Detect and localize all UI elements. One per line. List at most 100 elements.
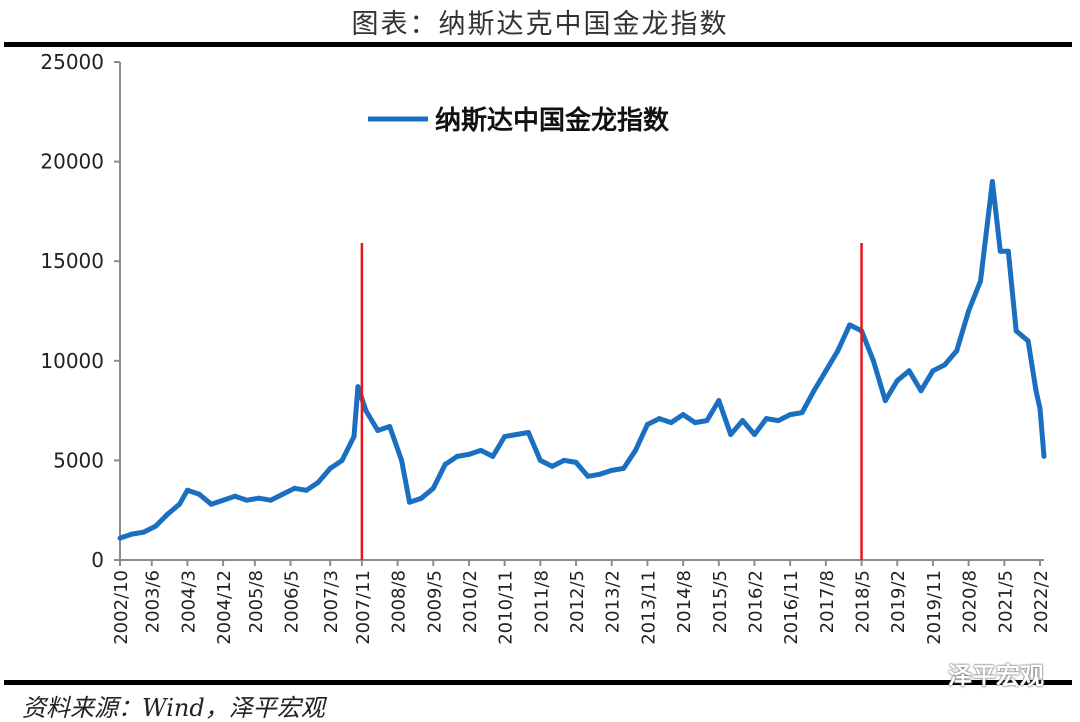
x-tick-label: 2004/3: [178, 570, 199, 633]
data-point: [1005, 248, 1011, 254]
x-tick-label: 2021/5: [995, 570, 1016, 633]
x-tick-label: 2014/8: [674, 570, 695, 633]
data-point: [633, 447, 639, 453]
y-tick-label: 10000: [40, 349, 104, 373]
data-point: [1037, 406, 1043, 412]
x-tick-label: 2017/8: [817, 570, 838, 633]
data-point: [502, 433, 508, 439]
data-point: [894, 378, 900, 384]
data-point: [129, 531, 135, 537]
data-point: [291, 485, 297, 491]
data-point: [1013, 328, 1019, 334]
x-tick-label: 2015/5: [710, 570, 731, 633]
data-point: [141, 529, 147, 535]
x-tick-label: 2013/2: [603, 570, 624, 633]
x-tick-label: 2010/2: [460, 570, 481, 633]
top-rule: [4, 42, 1072, 47]
data-point: [621, 465, 627, 471]
data-point: [989, 179, 995, 185]
data-point: [268, 497, 274, 503]
data-point: [375, 428, 381, 434]
x-tick-label: 2011/8: [531, 570, 552, 633]
data-point: [208, 501, 214, 507]
data-point: [514, 432, 520, 438]
data-point: [478, 447, 484, 453]
data-point: [1033, 388, 1039, 394]
data-point: [870, 358, 876, 364]
data-point: [811, 388, 817, 394]
x-tick-label: 2004/12: [214, 570, 235, 645]
x-tick-label: 2016/2: [745, 570, 766, 633]
x-tick-label: 2019/11: [924, 570, 945, 645]
data-point: [351, 433, 357, 439]
data-point: [906, 368, 912, 374]
data-point: [835, 348, 841, 354]
x-tick-label: 2002/10: [111, 570, 132, 645]
x-tick-label: 2007/11: [353, 570, 374, 645]
data-point: [442, 461, 448, 467]
legend-label: 纳斯达中国金龙指数: [435, 105, 670, 136]
data-point: [680, 412, 686, 418]
data-point: [490, 453, 496, 459]
x-tick-label: 2022/2: [1031, 570, 1052, 633]
y-tick-label: 0: [91, 548, 104, 572]
x-tick-label: 2010/11: [496, 570, 517, 645]
y-tick-label: 25000: [40, 50, 104, 74]
data-point: [244, 497, 250, 503]
y-tick-label: 5000: [53, 448, 104, 472]
data-point: [537, 457, 543, 463]
data-point: [978, 278, 984, 284]
data-point: [117, 535, 123, 541]
data-point: [303, 487, 309, 493]
data-point: [609, 467, 615, 473]
data-point: [561, 457, 567, 463]
data-point: [355, 384, 361, 390]
x-tick-label: 2003/6: [143, 570, 164, 633]
data-point: [882, 398, 888, 404]
data-point: [1041, 453, 1047, 459]
data-point: [966, 308, 972, 314]
data-point: [716, 398, 722, 404]
bottom-rule: [4, 680, 1072, 685]
x-tick-label: 2007/3: [321, 570, 342, 633]
data-point: [339, 457, 345, 463]
data-point: [327, 465, 333, 471]
data-point: [280, 491, 286, 497]
data-point: [668, 420, 674, 426]
data-point: [585, 473, 591, 479]
data-point: [315, 479, 321, 485]
data-point: [232, 493, 238, 499]
data-point: [704, 418, 710, 424]
x-tick-label: 2018/5: [853, 570, 874, 633]
x-tick-label: 2009/5: [424, 570, 445, 633]
data-point: [525, 430, 531, 436]
data-point: [942, 362, 948, 368]
data-point: [176, 501, 182, 507]
data-point: [787, 412, 793, 418]
data-point: [997, 248, 1003, 254]
data-point: [954, 348, 960, 354]
x-tick-label: 2012/5: [567, 570, 588, 633]
data-point: [549, 463, 555, 469]
data-point: [184, 487, 190, 493]
data-point: [165, 511, 171, 517]
data-point: [256, 495, 262, 501]
data-point: [454, 453, 460, 459]
x-tick-label: 2019/2: [888, 570, 909, 633]
data-point: [930, 368, 936, 374]
data-point: [153, 523, 159, 529]
data-point: [430, 485, 436, 491]
data-point: [399, 457, 405, 463]
data-point: [918, 388, 924, 394]
data-point: [196, 491, 202, 497]
x-tick-label: 2020/8: [960, 570, 981, 633]
data-point: [363, 408, 369, 414]
watermark: 泽平宏观: [948, 662, 1044, 690]
data-point: [644, 422, 650, 428]
figure-title: 图表：纳斯达克中国金龙指数: [351, 9, 729, 40]
data-point: [823, 368, 829, 374]
x-tick-label: 2006/5: [282, 570, 303, 633]
data-point: [597, 471, 603, 477]
